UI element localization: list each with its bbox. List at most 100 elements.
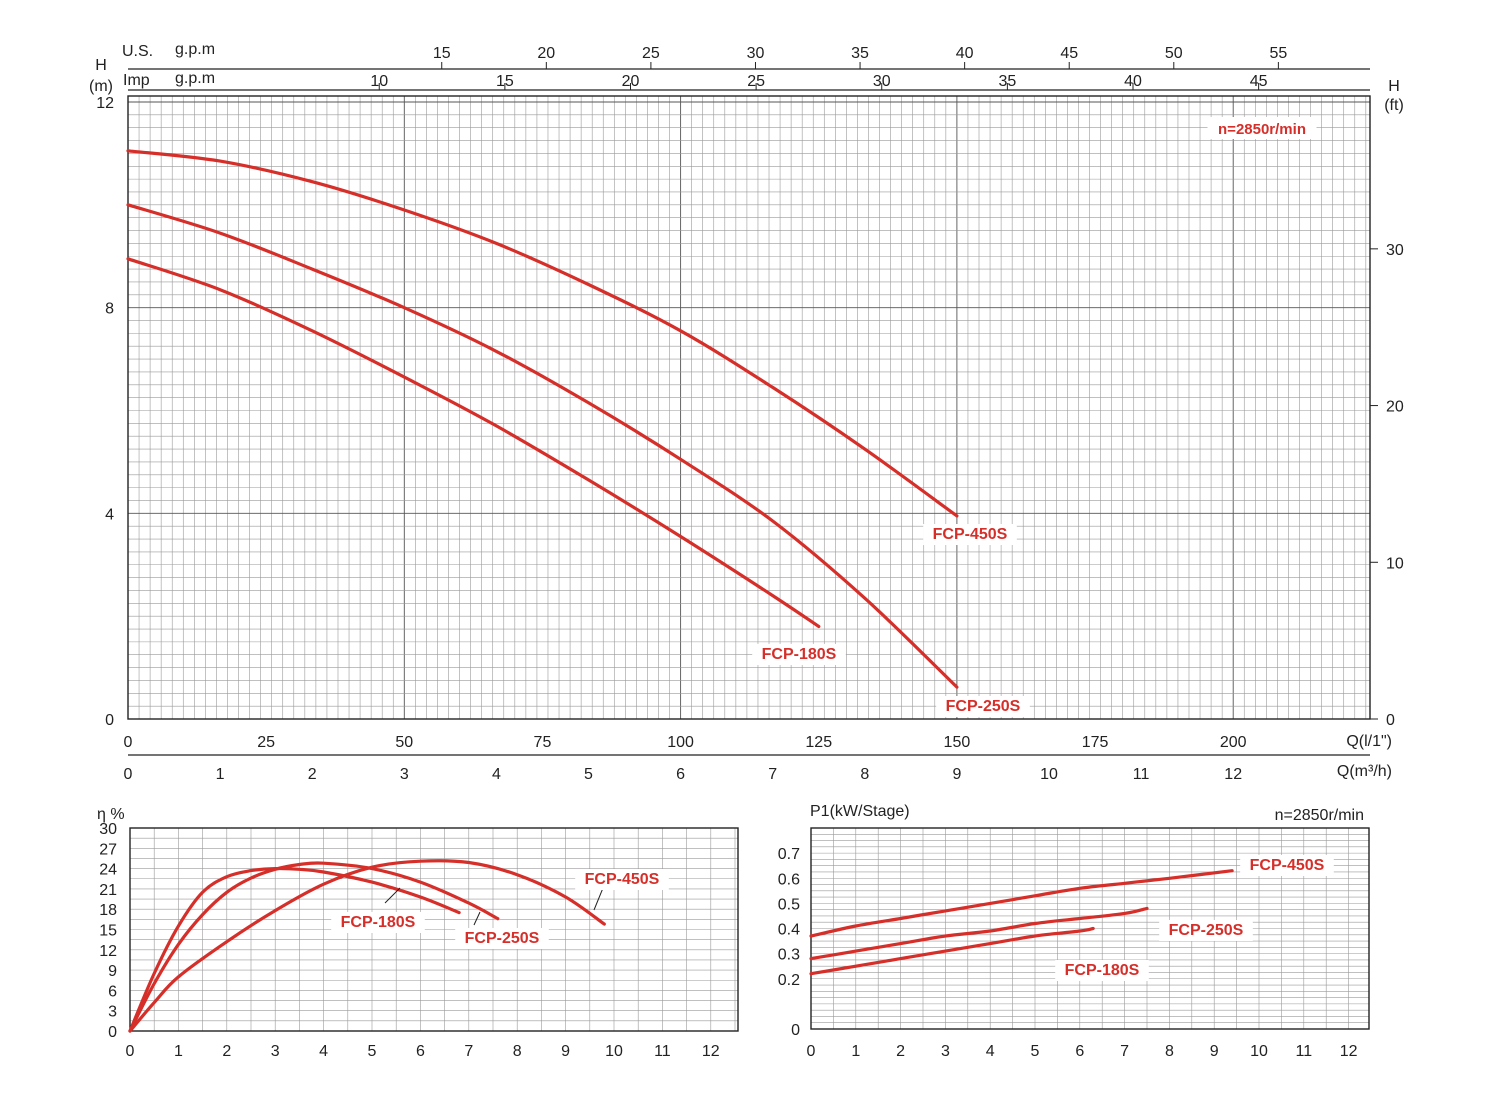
head-y-label-ft-unit: (ft) <box>1384 97 1404 114</box>
head-annotation-bg <box>1207 117 1317 139</box>
eff-x-tick: 2 <box>222 1043 231 1060</box>
eff-y-tick: 21 <box>99 882 117 899</box>
head-x-tick-m3h: 10 <box>1040 766 1058 783</box>
head-y-label-m-symbol: H <box>95 57 107 74</box>
us-gpm-tick-label: 20 <box>537 45 555 62</box>
pow-y-tick: 0.2 <box>778 972 800 989</box>
eff-y-tick: 3 <box>108 1004 117 1021</box>
pow-x-tick: 7 <box>1120 1043 1129 1060</box>
pow-curve-fcp-250s <box>809 906 1149 961</box>
eff-x-tick: 6 <box>416 1043 425 1060</box>
pow-x-tick: 10 <box>1250 1043 1268 1060</box>
head-y-tick-m: 8 <box>105 301 114 318</box>
head-x-tick-m3h: 0 <box>124 766 133 783</box>
eff-y-tick: 24 <box>99 862 117 879</box>
head-x-tick-m3h: 8 <box>860 766 869 783</box>
head-x-tick-m3h: 2 <box>308 766 317 783</box>
head-x-tick-m3h: 12 <box>1224 766 1242 783</box>
pow-y-tick: 0.5 <box>778 896 800 913</box>
imp-gpm-tick-label: 40 <box>1124 73 1142 90</box>
head-y-tick-m: 0 <box>105 712 114 729</box>
pow-x-tick: 1 <box>851 1043 860 1060</box>
head-series-label-fcp-450s-bg <box>923 524 1017 545</box>
pow-series-label-fcp-180s-bg <box>1055 960 1149 981</box>
head-x-tick-flow: 175 <box>1082 734 1109 751</box>
eff-curve-fcp-450s <box>128 859 606 1033</box>
head-x-label-flow: Q(l/1") <box>1346 733 1392 750</box>
eff-x-tick: 12 <box>702 1043 720 1060</box>
imp-gpm-label: g.p.m <box>175 70 215 87</box>
eff-series-label-fcp-180s-bg <box>331 912 425 933</box>
head-x-tick-flow: 25 <box>257 734 275 751</box>
head-y-tick-ft: 30 <box>1386 242 1404 259</box>
us-gpm-tick-label: 45 <box>1060 45 1078 62</box>
pow-x-tick: 11 <box>1295 1043 1312 1060</box>
head-series-label-fcp-250s-bg <box>936 696 1030 717</box>
head-x-tick-flow: 50 <box>395 734 413 751</box>
us-gpm-tick-label: 55 <box>1269 45 1287 62</box>
eff-x-tick: 0 <box>126 1043 135 1060</box>
head-x-tick-m3h: 4 <box>492 766 501 783</box>
us-gpm-tick-label: 50 <box>1165 45 1183 62</box>
eff-y-tick: 9 <box>108 963 117 980</box>
pow-plot-frame <box>810 827 1370 1030</box>
head-curve-fcp-450s <box>126 149 959 518</box>
eff-leader-fcp-450s <box>593 887 604 911</box>
pow-x-tick: 8 <box>1165 1043 1174 1060</box>
imp-label: Imp <box>123 72 150 89</box>
eff-x-tick: 7 <box>464 1043 473 1060</box>
pow-series-label-fcp-250s-bg <box>1159 920 1253 941</box>
head-x-tick-flow: 125 <box>805 734 832 751</box>
power-chart: 00.20.30.40.50.60.70 1 2 3 4 5 6 7 8 9 10 11 12P1(kW… <box>778 803 1370 1060</box>
eff-series-label-fcp-250s: FCP-250S <box>465 930 540 947</box>
pow-x-tick: 12 <box>1340 1043 1358 1060</box>
head-x-tick-flow: 0 <box>124 734 133 751</box>
head-x-tick-m3h: 6 <box>676 766 685 783</box>
head-x-tick-m3h: 7 <box>768 766 777 783</box>
head-x-tick-m3h: 11 <box>1133 766 1150 783</box>
head-y-tick-ft: 10 <box>1386 555 1404 572</box>
head-x-label-m3h: Q(m³/h) <box>1337 763 1392 780</box>
us-gpm-tick-label: 30 <box>747 45 765 62</box>
head-y-label-ft-symbol: H <box>1388 78 1400 95</box>
pow-curve-fcp-450s <box>809 869 1234 938</box>
us-gpm-tick-label: 40 <box>956 45 974 62</box>
pow-x-tick: 4 <box>986 1043 995 1060</box>
pow-y-label: P1(kW/Stage) <box>810 803 910 820</box>
imp-gpm-tick-label: 30 <box>873 73 891 90</box>
eff-curve-fcp-250s <box>128 861 500 1033</box>
head-series-label-fcp-180s: FCP-180S <box>762 646 837 663</box>
eff-series-label-fcp-180s: FCP-180S <box>341 914 416 931</box>
head-y-tick-ft: 20 <box>1386 399 1404 416</box>
head-x-tick-flow: 75 <box>534 734 552 751</box>
eff-y-tick: 0 <box>108 1024 117 1041</box>
eff-x-tick: 3 <box>271 1043 280 1060</box>
eff-y-label: η % <box>97 806 125 823</box>
pow-y-tick: 0.6 <box>778 871 800 888</box>
pow-x-tick: 6 <box>1075 1043 1084 1060</box>
head-curve-fcp-250s <box>126 203 959 689</box>
eff-y-tick: 15 <box>99 923 117 940</box>
head-y-tick-m: 4 <box>105 506 114 523</box>
eff-y-tick: 6 <box>108 983 117 1000</box>
pow-series-label-fcp-450s-bg <box>1240 855 1334 876</box>
pow-y-tick: 0.7 <box>778 846 800 863</box>
pow-x-tick: 0 <box>807 1043 816 1060</box>
eff-series-label-fcp-450s-bg <box>575 869 669 890</box>
imp-gpm-tick-label: 35 <box>998 73 1016 90</box>
pow-y-tick: 0.4 <box>778 922 800 939</box>
pow-series-label-fcp-450s: FCP-450S <box>1250 857 1325 874</box>
head-x-tick-m3h: 1 <box>216 766 225 783</box>
us-gpm-tick-label: 35 <box>851 45 869 62</box>
eff-x-tick: 1 <box>174 1043 183 1060</box>
pow-x-tick: 2 <box>896 1043 905 1060</box>
head-x-tick-flow: 100 <box>667 734 694 751</box>
pow-annotation-rpm: n=2850r/min <box>1275 807 1364 824</box>
eff-curve-fcp-180s <box>128 866 461 1033</box>
eff-x-tick: 10 <box>605 1043 623 1060</box>
imp-gpm-tick-label: 15 <box>496 73 514 90</box>
